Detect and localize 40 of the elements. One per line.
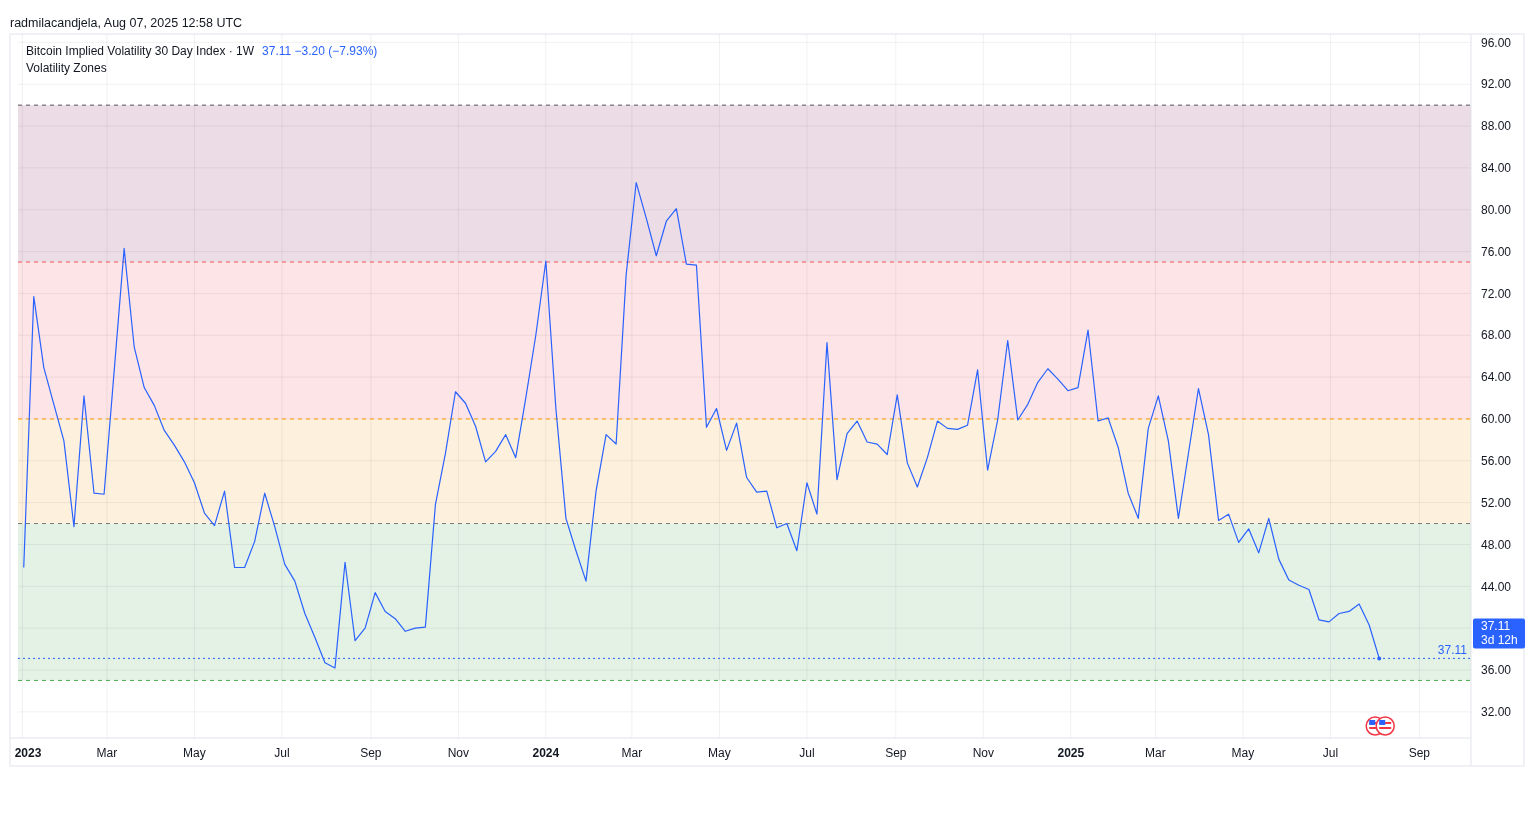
y-tick-label: 44.00 [1481,579,1512,594]
x-tick-label: Sep [360,746,382,760]
y-tick-label: 52.00 [1481,495,1512,510]
y-tick-label: 80.00 [1481,202,1512,217]
y-tick-label: 68.00 [1481,328,1512,343]
y-tick-label: 48.00 [1481,537,1512,552]
y-tick-label: 84.00 [1481,161,1512,176]
y-tick-label: 72.00 [1481,286,1512,301]
y-tick-label: 76.00 [1481,244,1512,259]
text: 3d 12h [1481,633,1518,648]
y-tick-label: 32.00 [1481,705,1512,720]
x-tick-label: May [708,746,731,760]
text: Bitcoin Implied Volatility 30 Day Index · 1W [26,44,255,58]
x-tick-label: Mar [621,746,643,760]
x-tick-label: May [183,746,206,760]
x-tick-label: Jul [274,746,290,760]
y-tick-label: 88.00 [1481,119,1512,134]
x-tick-label: Nov [972,746,994,760]
ref-line-label: 37.11 [1437,643,1468,658]
text: radmilacandjela, Aug 07, 2025 12:58 UTC [10,16,243,30]
x-tick-label: 2024 [532,746,560,760]
x-tick-label: Sep [885,746,907,760]
y-tick-label: 92.00 [1481,77,1512,92]
x-tick-label: Mar [1145,746,1166,760]
y-tick-label: 96.00 [1481,35,1512,50]
x-tick-label: Jul [1322,746,1339,760]
x-tick-label: Mar [96,746,118,760]
x-tick-label: Jul [799,746,815,760]
y-tick-label: 60.00 [1481,412,1512,427]
x-tick-label: Nov [447,746,470,760]
x-tick-label: 2023 [14,746,42,760]
y-tick-label: 56.00 [1481,453,1512,468]
annotation: 37.11 −3.20 (−7.93%) [262,44,378,58]
text: 37.11 [1481,619,1511,634]
y-tick-label: 36.00 [1481,663,1512,678]
x-tick-label: 2025 [1057,746,1085,760]
x-tick-label: May [1231,746,1255,760]
x-tick-label: Sep [1408,746,1431,760]
y-tick-label: 64.00 [1481,370,1512,385]
text: Volatility Zones [26,61,107,75]
